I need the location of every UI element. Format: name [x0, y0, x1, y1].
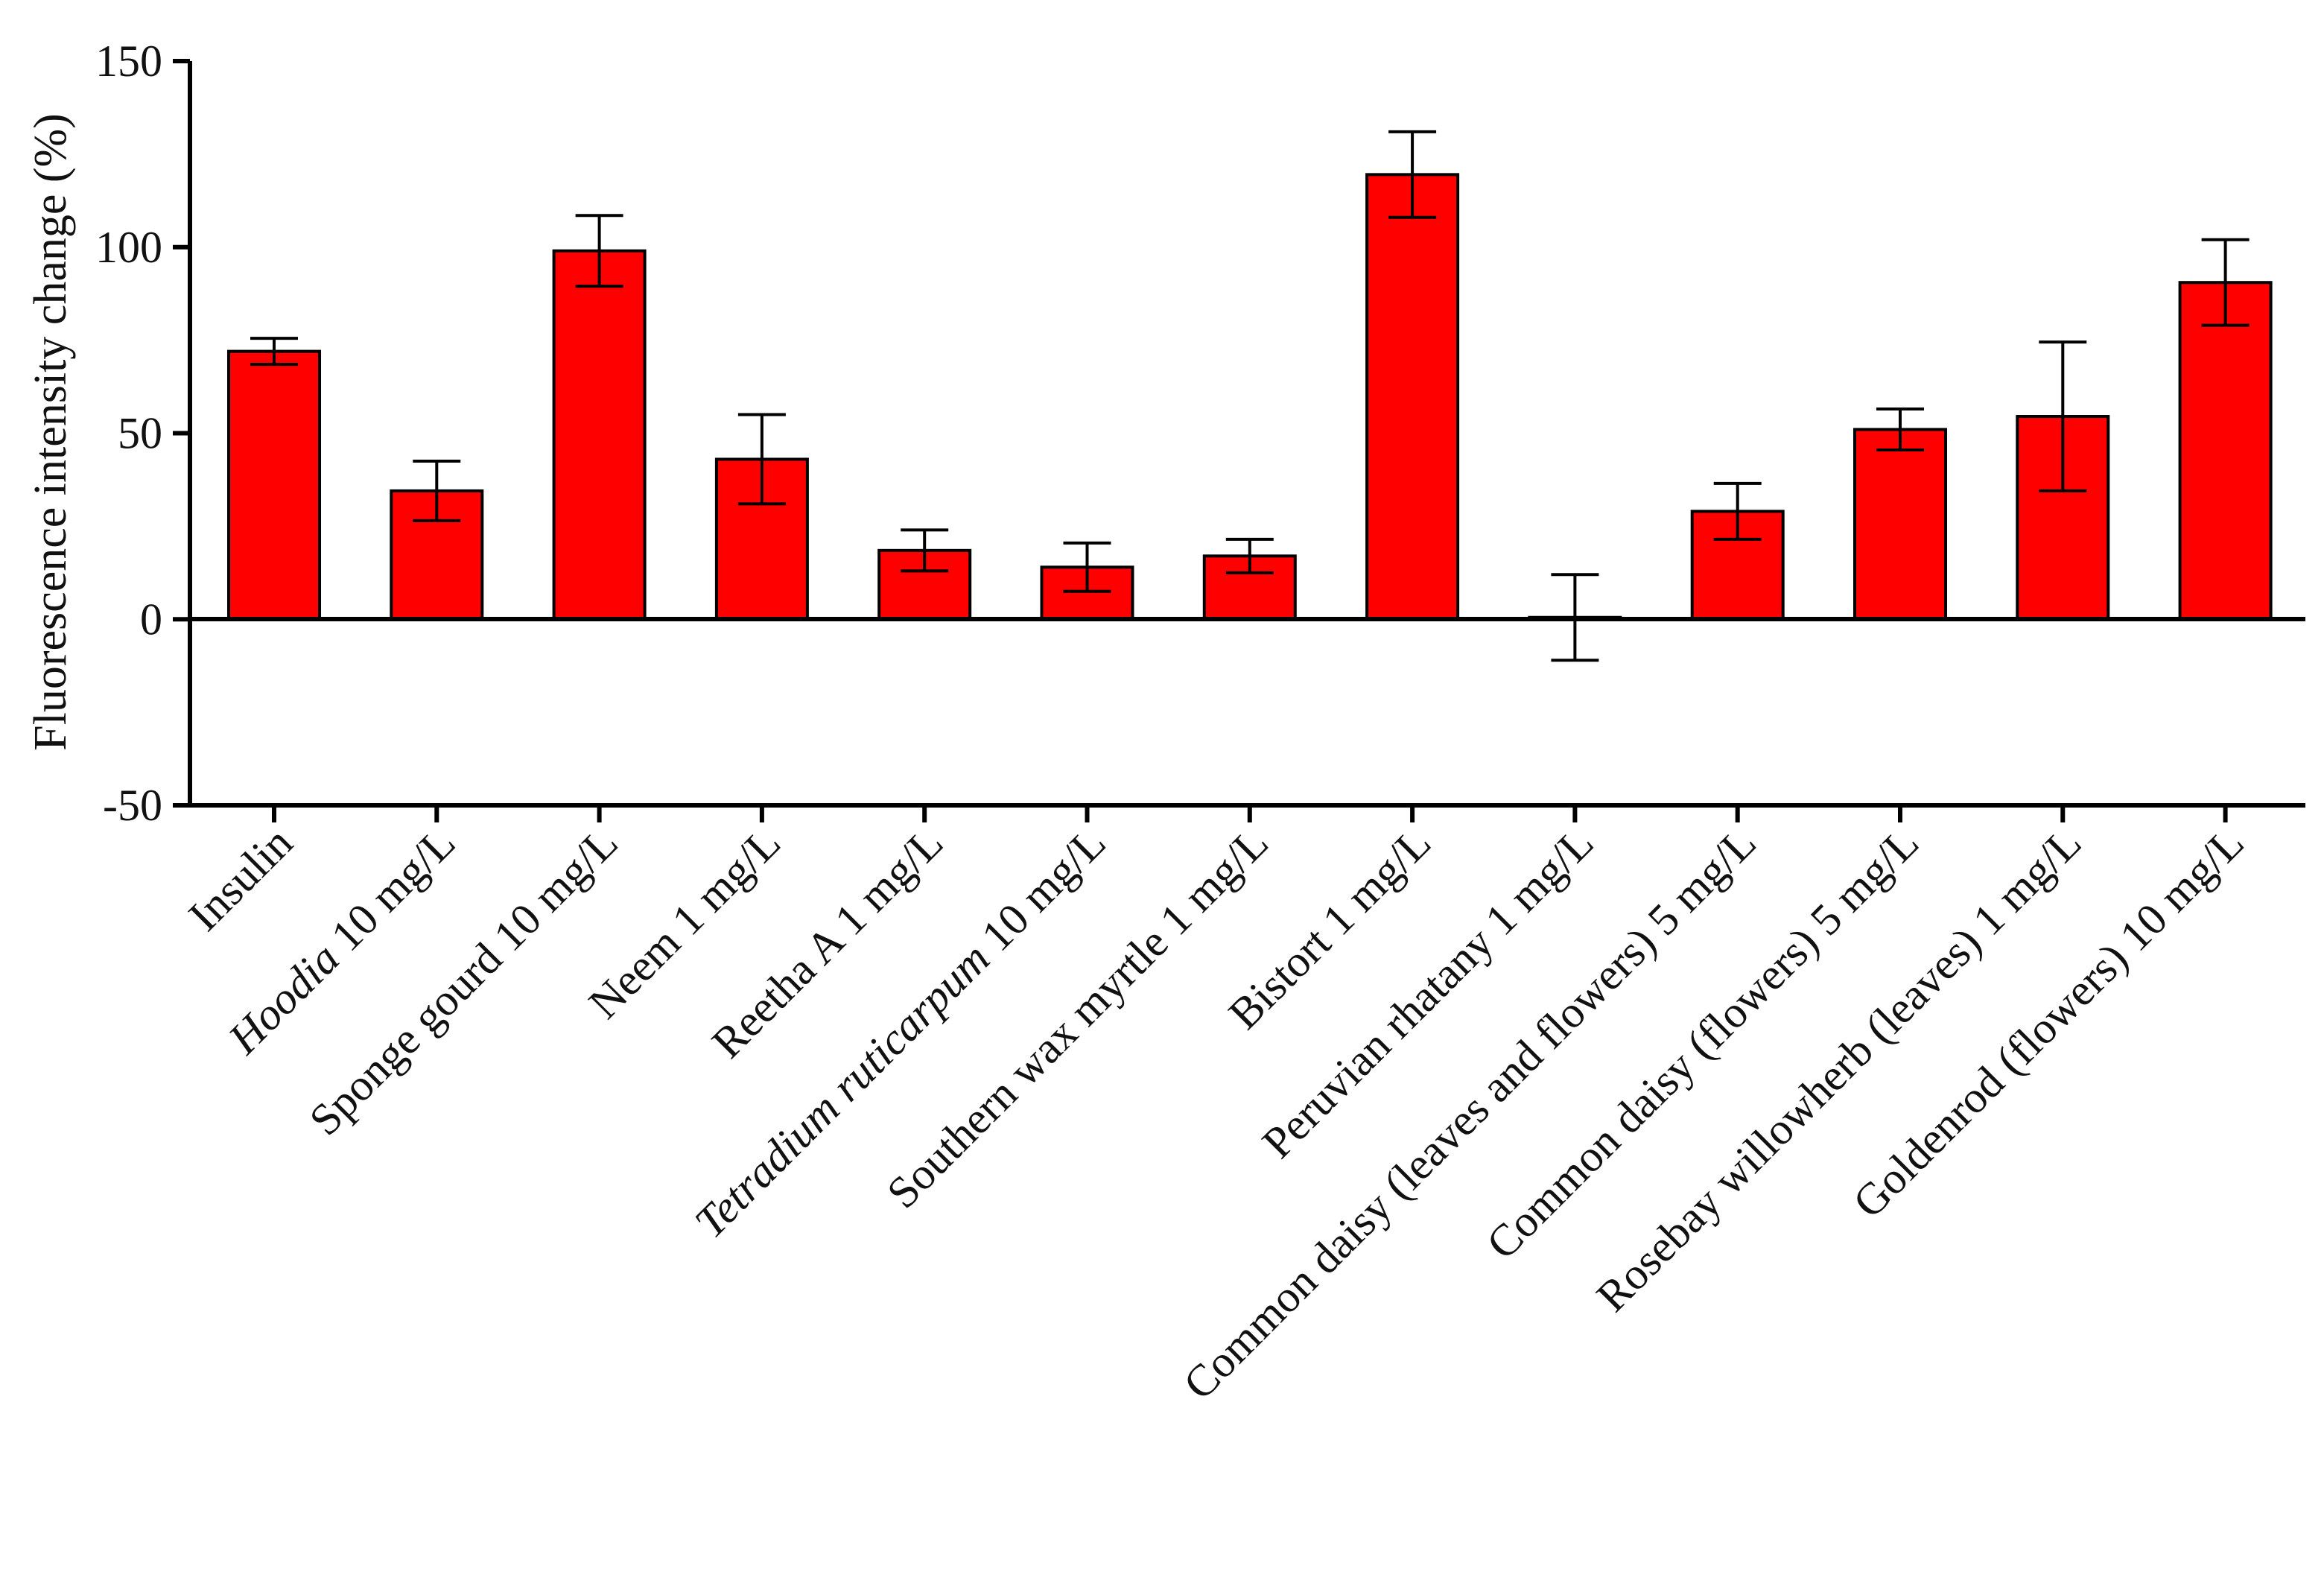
x-tick-label-text-part: 10 mg/L — [964, 818, 1114, 968]
x-tick-label: Common daisy (leaves and flowers) 5 mg/L — [1174, 818, 1765, 1410]
bar — [714, 457, 809, 621]
y-tick-label: -50 — [103, 781, 162, 830]
x-tick-label: Insulin — [180, 818, 302, 941]
error-bars-layer — [250, 130, 2250, 662]
y-tick-label: 0 — [140, 594, 162, 644]
y-axis-title: Fluorescence intensity change (%) — [25, 113, 76, 751]
x-tick-label-text-part: Sponge gourd 10 mg/L — [300, 818, 627, 1145]
y-ticks-layer: -50 0 50 100 150 — [95, 37, 190, 830]
y-tick-label: 150 — [95, 37, 162, 86]
bar — [1365, 173, 1460, 621]
bar — [1853, 428, 1947, 621]
y-tick-label: 100 — [95, 223, 162, 272]
y-tick-label: 50 — [118, 409, 162, 458]
x-tick-label-text-part: Peruvian rhatany 1 mg/L — [1253, 818, 1603, 1168]
x-tick-label-italic-part: Hoodia — [218, 933, 349, 1064]
bar — [552, 249, 647, 621]
x-tick-label-italic-part: Tetradium ruticarpum — [685, 933, 999, 1247]
x-tick-label-text-part: Insulin — [180, 818, 302, 941]
x-tick-label-text-part: 10 mg/L — [314, 818, 464, 968]
x-tick-label: Peruvian rhatany 1 mg/L — [1253, 818, 1603, 1168]
bar — [2178, 281, 2273, 621]
x-tick-label: Sponge gourd 10 mg/L — [300, 818, 627, 1145]
axes-layer — [188, 61, 2305, 808]
x-tick-label-text-part: Common daisy (leaves and flowers) 5 mg/L — [1174, 818, 1765, 1410]
bar — [227, 349, 321, 621]
